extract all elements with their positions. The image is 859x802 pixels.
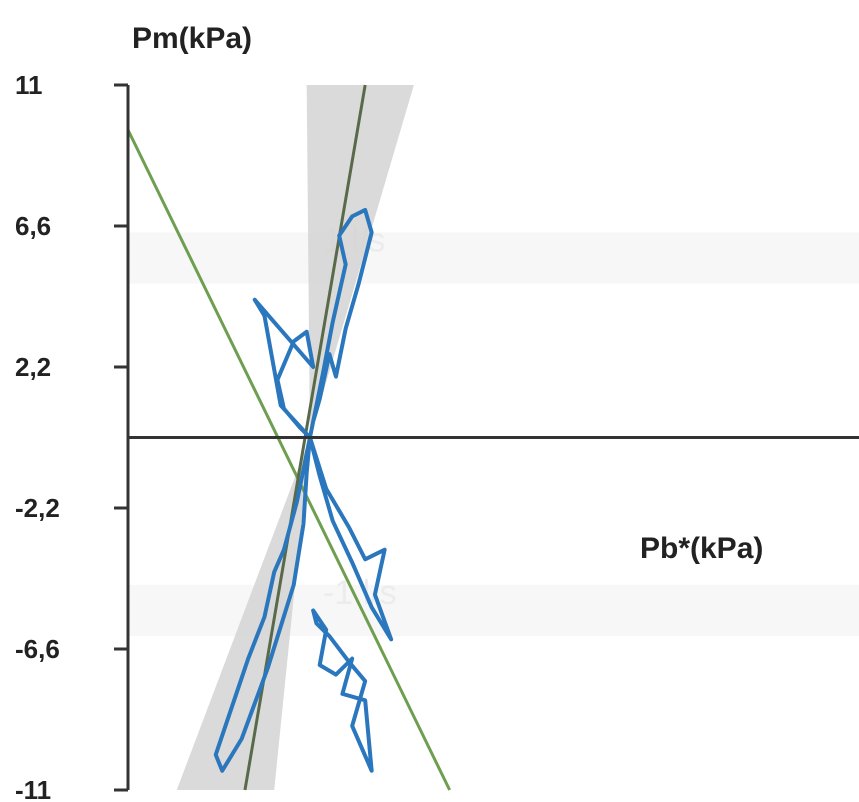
confidence-band — [176, 85, 414, 790]
confidence-band-layer — [176, 85, 414, 790]
y-axis-title: Pm(kPa) — [132, 22, 252, 55]
y-tick-label-1: 6,6 — [15, 211, 51, 241]
series-line-0 — [307, 207, 374, 440]
y-tick-label-4: -6,6 — [15, 634, 60, 664]
y-tick-layer: 11 6,6 2,2 -2,2 -6,6 -11 — [15, 70, 128, 802]
y-tick-label-2: 2,2 — [15, 352, 51, 382]
background-layer — [128, 232, 859, 637]
series-line-3 — [307, 435, 394, 642]
x-axis-title: Pb*(kPa) — [640, 532, 763, 565]
series-line-2 — [213, 435, 312, 773]
series-layer — [213, 207, 394, 773]
series-line-4 — [311, 608, 374, 773]
faint-band-negative — [128, 584, 859, 637]
y-tick-label-3: -2,2 — [15, 493, 60, 523]
reference-line-0 — [126, 129, 451, 791]
y-tick-label-0: 11 — [15, 70, 43, 100]
faint-band-positive — [128, 232, 859, 284]
y-tick-label-5: -11 — [15, 775, 51, 802]
series-line-1 — [252, 297, 316, 440]
